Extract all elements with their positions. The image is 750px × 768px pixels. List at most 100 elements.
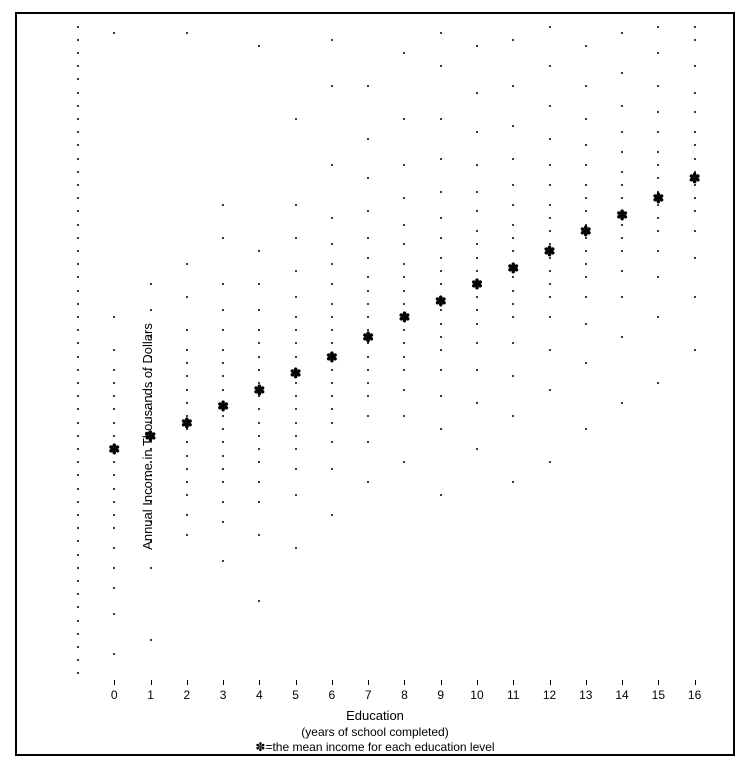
data-point	[77, 606, 79, 608]
data-point	[476, 323, 478, 325]
data-point	[150, 540, 152, 542]
data-point	[258, 45, 260, 47]
data-point	[186, 362, 188, 364]
data-point	[549, 296, 551, 298]
data-point	[549, 349, 551, 351]
mean-marker-icon: ✽	[544, 244, 556, 258]
data-point	[403, 342, 405, 344]
data-point	[694, 65, 696, 67]
data-point	[258, 369, 260, 371]
data-point	[403, 461, 405, 463]
data-point	[621, 131, 623, 133]
data-point	[331, 303, 333, 305]
data-point	[476, 402, 478, 404]
data-point	[150, 521, 152, 523]
x-axis-sublabel: (years of school completed)	[0, 725, 750, 741]
data-point	[77, 26, 79, 28]
data-point	[222, 329, 224, 331]
data-point	[331, 217, 333, 219]
data-point	[77, 369, 79, 371]
data-point	[331, 329, 333, 331]
data-point	[295, 422, 297, 424]
data-point	[549, 184, 551, 186]
data-point	[367, 210, 369, 212]
data-point	[331, 369, 333, 371]
data-point	[585, 45, 587, 47]
data-point	[512, 39, 514, 41]
data-point	[77, 290, 79, 292]
data-point	[476, 210, 478, 212]
x-tick-label: 6	[329, 688, 336, 702]
x-tick-label: 3	[220, 688, 227, 702]
data-point	[77, 646, 79, 648]
x-tick-mark	[151, 680, 152, 685]
data-point	[150, 356, 152, 358]
data-point	[621, 151, 623, 153]
data-point	[295, 270, 297, 272]
data-point	[694, 210, 696, 212]
data-point	[186, 481, 188, 483]
data-point	[367, 395, 369, 397]
data-point	[113, 514, 115, 516]
data-point	[476, 309, 478, 311]
data-point	[77, 448, 79, 450]
data-point	[694, 158, 696, 160]
data-point	[512, 290, 514, 292]
mean-marker-icon: ✽	[181, 416, 193, 430]
data-point	[367, 369, 369, 371]
mean-marker-icon: ✽	[689, 171, 701, 185]
mean-marker-icon: ✽	[362, 330, 374, 344]
data-point	[403, 415, 405, 417]
data-point	[621, 171, 623, 173]
data-point	[331, 243, 333, 245]
data-point	[657, 131, 659, 133]
data-point	[512, 85, 514, 87]
data-point	[295, 204, 297, 206]
data-point	[585, 85, 587, 87]
data-point	[657, 250, 659, 252]
data-point	[512, 237, 514, 239]
mean-marker-icon: ✽	[290, 366, 302, 380]
data-point	[150, 461, 152, 463]
data-point	[222, 481, 224, 483]
data-point	[657, 230, 659, 232]
data-point	[549, 204, 551, 206]
data-point	[150, 382, 152, 384]
x-tick-mark	[187, 680, 188, 685]
data-point	[77, 224, 79, 226]
data-point	[186, 375, 188, 377]
data-point	[113, 488, 115, 490]
data-point	[331, 382, 333, 384]
data-point	[77, 395, 79, 397]
data-point	[186, 263, 188, 265]
data-point	[512, 204, 514, 206]
data-point	[77, 303, 79, 305]
data-point	[113, 408, 115, 410]
x-tick-mark	[332, 680, 333, 685]
data-point	[295, 329, 297, 331]
x-axis-label-group: Education (years of school completed) ✽=…	[0, 708, 750, 756]
data-point	[113, 501, 115, 503]
data-point	[222, 521, 224, 523]
data-point	[512, 342, 514, 344]
data-point	[77, 342, 79, 344]
data-point	[621, 72, 623, 74]
data-point	[476, 342, 478, 344]
data-point	[440, 336, 442, 338]
data-point	[77, 210, 79, 212]
data-point	[77, 131, 79, 133]
x-axis-label: Education	[0, 708, 750, 725]
data-point	[77, 514, 79, 516]
data-point	[367, 316, 369, 318]
data-point	[258, 342, 260, 344]
data-point	[440, 428, 442, 430]
chart-border	[15, 12, 735, 756]
x-tick-label: 12	[543, 688, 556, 702]
data-point	[367, 276, 369, 278]
data-point	[694, 230, 696, 232]
data-point	[150, 474, 152, 476]
data-point	[77, 250, 79, 252]
data-point	[440, 323, 442, 325]
data-point	[295, 342, 297, 344]
data-point	[150, 488, 152, 490]
